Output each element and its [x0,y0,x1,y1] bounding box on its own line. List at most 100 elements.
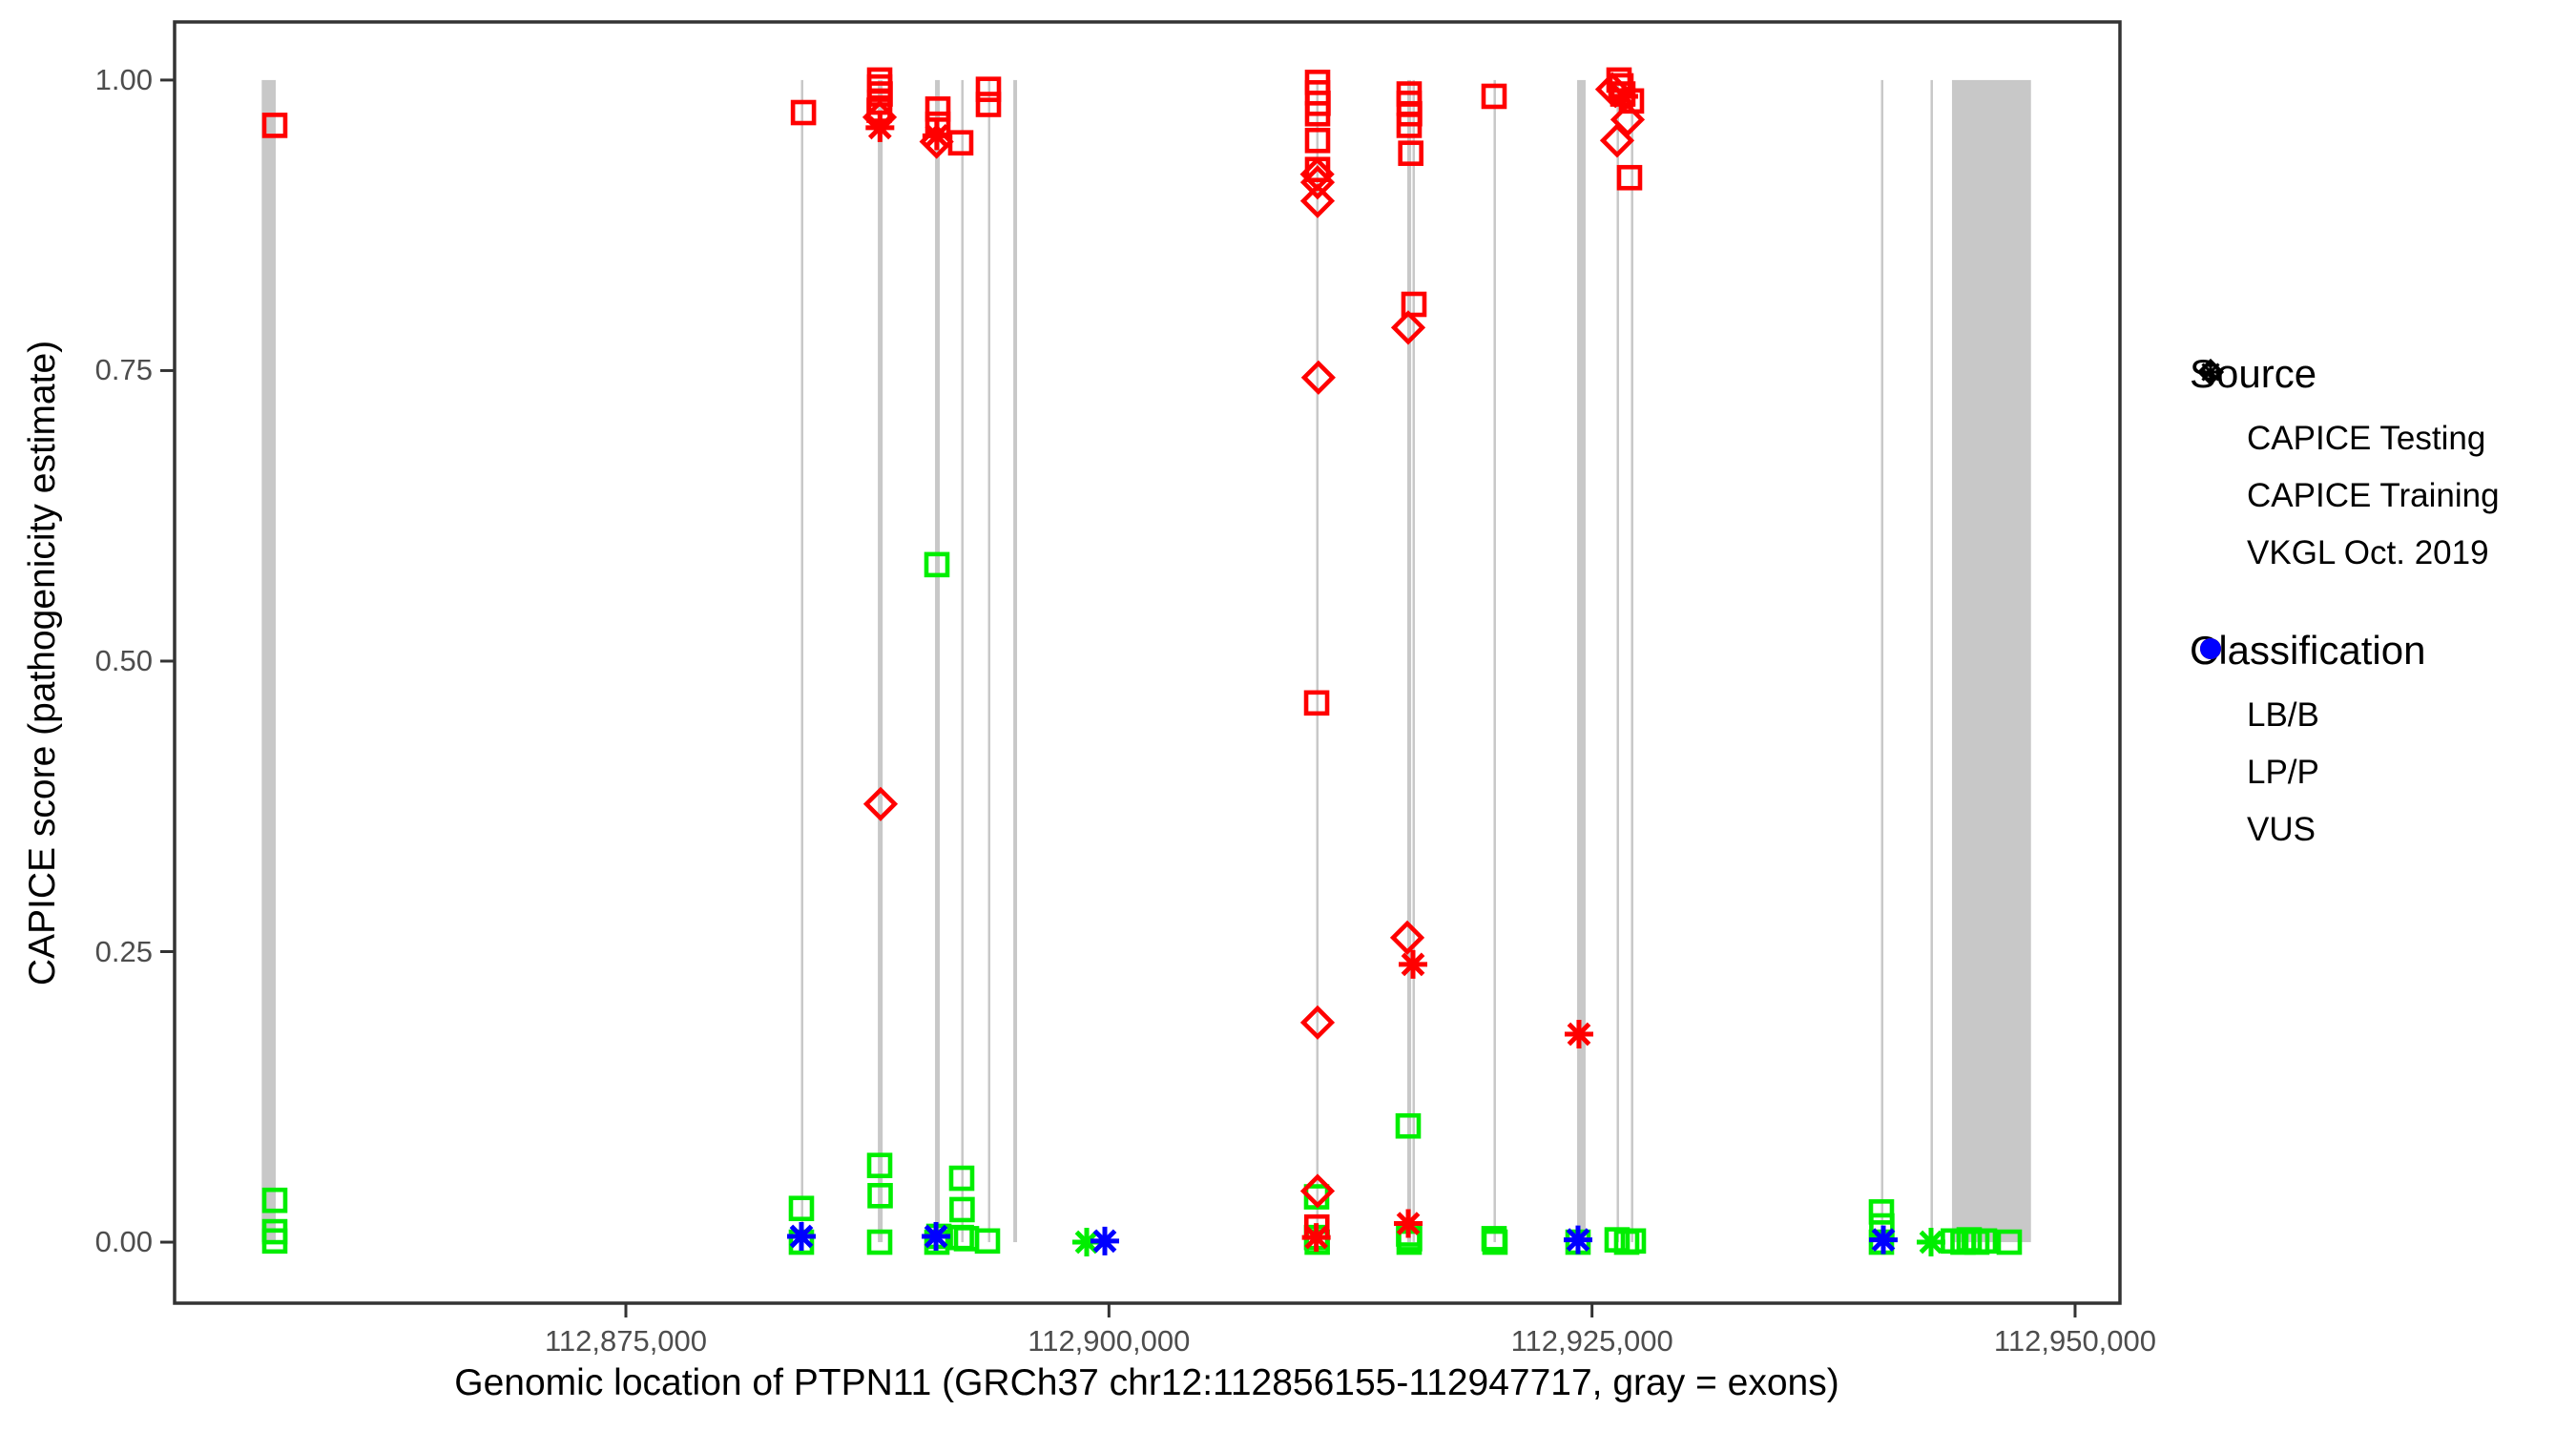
y-tick-label: 0.75 [94,353,153,387]
data-point-marker [947,130,974,156]
data-point-marker [1563,1225,1592,1255]
data-point-marker [949,1196,975,1223]
legend-item-capice-testing: CAPICE Testing [2190,358,2500,467]
y-tick-label: 1.00 [94,62,153,96]
x-axis-title: Genomic location of PTPN11 (GRCh37 chr12… [454,1362,1839,1403]
legend-source-title: Source [2190,351,2317,396]
legend-classification: Classification LB/B LP/P VUS [2190,628,2425,859]
x-tick-label: 112,925,000 [1510,1324,1673,1358]
data-point-marker [1996,1229,2023,1255]
data-point-marker [1868,1199,1895,1225]
data-point-marker [1616,164,1643,191]
legend-item-capice-training: CAPICE Training [2190,363,2500,525]
data-point-marker [1399,949,1427,979]
data-point-marker [867,1183,893,1209]
panel-border [173,20,2122,1305]
data-point-marker [1398,140,1423,166]
square-icon [2190,363,2239,517]
legend-classification-title: Classification [2190,628,2426,673]
legend-item-lpp: LP/P [2190,638,2425,801]
legend-item-vus: VUS [2190,638,2425,859]
data-point-marker [1401,291,1427,318]
data-point-marker [922,1221,951,1251]
exon-bar [1880,79,1884,1243]
data-point-marker [975,92,1002,117]
exon-bar [1316,79,1319,1243]
data-point-marker [1609,81,1638,111]
exon-bar [1631,79,1633,1243]
data-point-marker [1396,113,1423,138]
data-point-marker [1916,1228,1945,1257]
legend-item-vkgl: VKGL Oct. 2019 [2190,361,2500,582]
data-point-marker [1395,1112,1422,1139]
legend-item-lbb: LB/B [2190,638,2425,744]
data-point-marker [974,1228,1001,1255]
data-point-marker [1869,1225,1898,1255]
data-point-marker [924,551,950,578]
data-point-marker [862,786,899,821]
green-dot-icon [2190,638,2239,736]
legend-label: LB/B [2247,696,2319,734]
exon-bar [987,79,991,1243]
data-point-marker [1956,1227,1983,1253]
data-point-marker [261,1187,288,1213]
x-tick-label: 112,950,000 [1993,1324,2157,1358]
asterisk-icon [2190,361,2239,574]
data-point-marker [924,96,951,122]
diamond-icon [2190,358,2239,460]
data-point-marker [261,1228,288,1255]
data-point-marker [790,99,817,126]
legend-label: LP/P [2247,754,2319,791]
data-point-marker [1599,123,1635,158]
legend-label: CAPICE Training [2247,477,2500,514]
exon-bar [1951,79,2031,1243]
exon-bar [935,79,941,1243]
data-point-marker [1300,360,1336,395]
exon-bar [1407,79,1412,1243]
data-point-marker [1394,1209,1423,1238]
data-point-marker [1091,1226,1119,1255]
data-point-marker [1620,1228,1647,1255]
data-point-marker [866,1152,893,1178]
y-tick-label: 0.50 [94,643,153,677]
data-point-marker [862,99,898,135]
exon-bar [1412,79,1415,1243]
data-point-marker [261,113,288,138]
data-point-marker [1299,1173,1336,1209]
data-point-marker [1299,156,1335,192]
legend-label: VKGL Oct. 2019 [2247,534,2489,571]
legend-source: Source CAPICE Testing CAPICE Training VK… [2190,351,2500,582]
data-point-marker [1303,690,1330,716]
data-point-marker [1304,127,1331,154]
data-point-marker [1390,310,1426,345]
exon-bar [1616,79,1619,1243]
data-point-marker [1299,1005,1336,1040]
y-tick-label: 0.25 [94,934,153,968]
data-point-marker [865,113,895,142]
exon-bar [1930,79,1933,1243]
data-point-marker [975,76,1002,102]
exon-bar [961,79,964,1243]
data-point-marker [1299,165,1336,200]
exon-bar [878,79,883,1243]
x-tick-label: 112,900,000 [1028,1324,1191,1358]
legend-label: VUS [2247,811,2316,848]
red-dot-icon [2190,638,2239,794]
y-tick-label: 0.00 [94,1225,153,1259]
data-point-marker [788,1195,815,1222]
data-point-marker [1482,1229,1508,1255]
exon-bar [800,79,803,1243]
legend-label: CAPICE Testing [2247,420,2486,457]
data-point-marker [1299,183,1336,218]
data-point-marker [1481,83,1507,110]
data-point-marker [922,121,951,151]
data-point-marker [1971,1228,1998,1255]
data-point-marker [1304,100,1331,127]
data-point-marker [1564,1020,1593,1048]
exon-bar [261,79,277,1243]
data-point-marker [919,124,954,159]
exon-bar [1013,79,1018,1243]
